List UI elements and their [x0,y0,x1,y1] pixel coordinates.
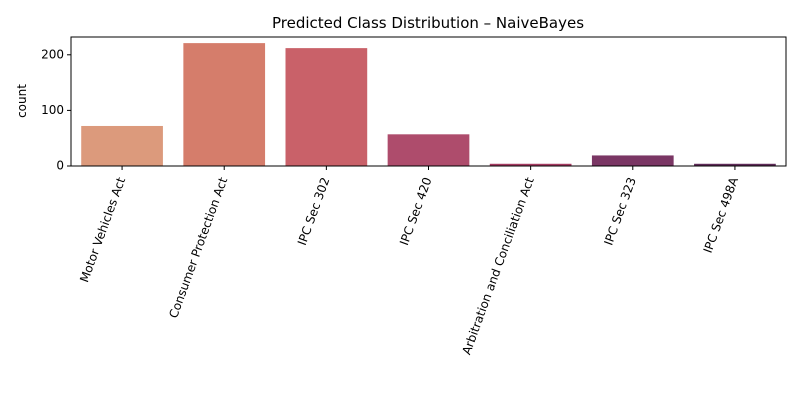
chart-title: Predicted Class Distribution – NaiveBaye… [272,14,584,32]
x-tick-label: IPC Sec 323 [601,175,639,247]
y-tick-label: 0 [56,159,64,173]
bar [694,163,776,166]
bar [285,48,368,167]
y-tick-label: 100 [41,103,64,117]
bar [183,43,266,167]
x-tick-label: Motor Vehicles Act [77,175,128,284]
y-axis-label: count [15,84,29,118]
x-tick-label: Consumer Protection Act [166,175,230,320]
y-tick-label: 200 [41,47,64,61]
x-tick-label: IPC Sec 420 [397,175,435,247]
bar [81,125,163,166]
bar [591,155,674,166]
x-tick-label: IPC Sec 498A [701,175,742,255]
x-tick-label: IPC Sec 302 [295,175,333,247]
plot-frame [70,36,787,167]
bar [387,134,470,166]
x-tick-label: Arbitration and Conciliation Act [459,175,536,356]
bar [489,163,572,166]
